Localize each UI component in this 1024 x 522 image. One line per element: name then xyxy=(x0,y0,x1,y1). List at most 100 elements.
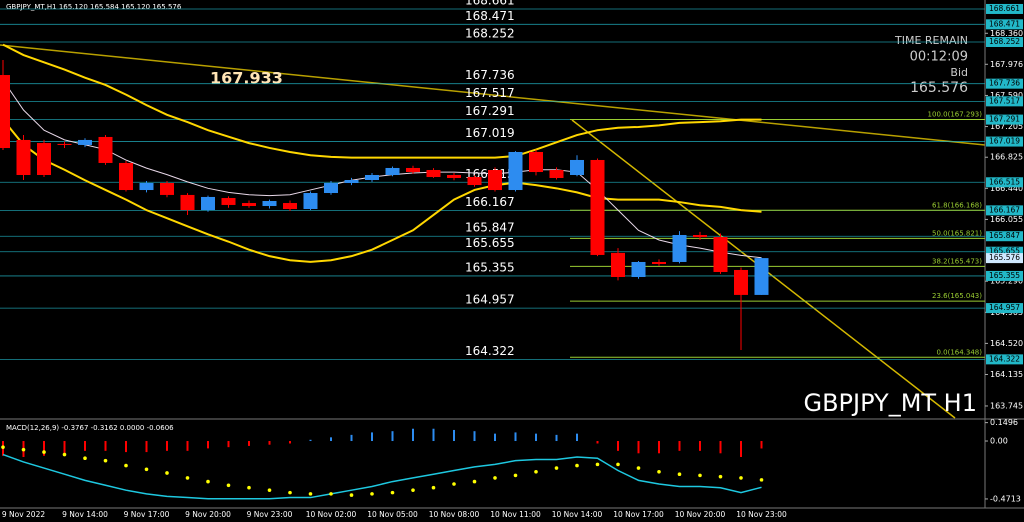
candle-body xyxy=(98,136,113,163)
histogram-bar xyxy=(473,431,476,442)
histogram-bar xyxy=(453,429,455,442)
y-tick-label: 166.825 xyxy=(990,153,1023,162)
histogram-bar xyxy=(125,441,127,453)
level-tag-label: 168.252 xyxy=(989,37,1020,46)
histogram-bar xyxy=(637,441,640,454)
histogram-bar xyxy=(248,441,250,446)
level-tag xyxy=(986,270,1023,281)
bid-label: Bid xyxy=(950,66,968,79)
signal-dot xyxy=(206,479,210,484)
candle-body xyxy=(0,75,10,149)
candle-body xyxy=(652,261,666,264)
level-tag xyxy=(986,205,1023,216)
y-tick-label: 164.520 xyxy=(990,339,1023,348)
candle-body xyxy=(139,182,154,191)
x-tick-label: 9 Nov 14:00 xyxy=(62,510,108,519)
timer-label: TIME REMAIN xyxy=(894,34,968,47)
histogram-bar xyxy=(309,439,312,442)
candle-body xyxy=(242,203,256,207)
histogram-bar xyxy=(391,431,394,442)
level-tag xyxy=(986,19,1023,30)
signal-dot xyxy=(657,469,661,474)
signal-dot xyxy=(677,472,682,477)
histogram-bar xyxy=(227,441,230,448)
histogram-bar xyxy=(330,437,332,442)
signal-dot xyxy=(185,476,190,480)
signal-dot xyxy=(554,466,559,470)
signal-dot xyxy=(62,452,67,457)
candle-body xyxy=(631,261,646,277)
signal-dot xyxy=(452,482,456,486)
level-tag-label: 164.322 xyxy=(989,354,1020,363)
candle-body xyxy=(713,237,728,272)
y-tick-label: -0.4713 xyxy=(990,494,1021,503)
candle-body xyxy=(119,162,133,191)
candle-body xyxy=(385,167,400,176)
histogram-bar xyxy=(719,441,722,454)
histogram-bar xyxy=(740,441,742,457)
histogram-bar xyxy=(104,441,107,451)
candle-body xyxy=(262,201,277,207)
y-tick-label: 0.00 xyxy=(990,437,1008,446)
histogram-bar xyxy=(289,441,291,444)
y-tick-label: 0.1496 xyxy=(990,418,1018,427)
histogram-bar xyxy=(186,441,189,451)
level-tag-label: 165.847 xyxy=(989,231,1020,240)
level-label: 164.957 xyxy=(465,293,515,307)
fib-label: 100.0(167.293) xyxy=(928,110,983,118)
signal-dot xyxy=(698,473,702,478)
level-tag xyxy=(986,231,1023,242)
candle-body xyxy=(734,269,748,295)
candle-body xyxy=(508,151,523,191)
level-tag-label: 167.291 xyxy=(989,115,1020,124)
candle-body xyxy=(611,252,625,277)
signal-dot xyxy=(513,473,518,478)
signal-dot xyxy=(124,463,128,468)
x-tick-label: 10 Nov 23:00 xyxy=(736,510,787,519)
level-label: 166.167 xyxy=(465,195,515,209)
y-tick-label: 163.745 xyxy=(990,401,1023,410)
signal-dot xyxy=(1,445,5,449)
candle-body xyxy=(590,159,605,255)
candle-body xyxy=(283,203,297,209)
candle-body xyxy=(16,139,31,176)
signal-dot xyxy=(493,476,497,480)
signal-dot xyxy=(534,469,538,474)
x-tick-label: 10 Nov 17:00 xyxy=(613,510,664,519)
signal-dot xyxy=(390,490,395,495)
level-label: 167.019 xyxy=(465,126,515,140)
level-label: 168.252 xyxy=(465,26,515,40)
candle-body xyxy=(672,235,687,262)
histogram-bar xyxy=(494,433,496,442)
signal-dot xyxy=(226,483,231,488)
macd-line xyxy=(2,453,762,500)
candle-body xyxy=(201,196,215,211)
signal-dot xyxy=(21,447,26,452)
histogram-bar xyxy=(350,434,353,442)
bid-tag xyxy=(986,253,1023,264)
signal-dot xyxy=(329,492,333,496)
histogram-bar xyxy=(63,441,66,454)
histogram-bar xyxy=(658,441,660,454)
trendline xyxy=(0,44,986,146)
indicator-line xyxy=(2,43,762,159)
level-tag-label: 168.661 xyxy=(989,4,1020,13)
x-tick-label: 9 Nov 17:00 xyxy=(124,510,170,519)
histogram-bar xyxy=(678,441,681,451)
candle-body xyxy=(365,175,379,181)
histogram-bar xyxy=(514,432,517,442)
fib-label: 50.0(165.821) xyxy=(932,229,982,237)
candle-body xyxy=(488,169,502,191)
histogram-bar xyxy=(145,441,148,453)
level-label: 167.517 xyxy=(465,86,515,100)
level-label: 165.847 xyxy=(465,221,515,235)
histogram-bar xyxy=(371,432,373,442)
level-tag-label: 167.736 xyxy=(989,79,1020,88)
x-tick-label: 10 Nov 02:00 xyxy=(306,510,357,519)
signal-dot xyxy=(349,493,354,497)
level-tag-label: 167.517 xyxy=(989,96,1020,105)
candle-body xyxy=(570,159,584,176)
price-annotation: 167.933 xyxy=(210,69,283,88)
